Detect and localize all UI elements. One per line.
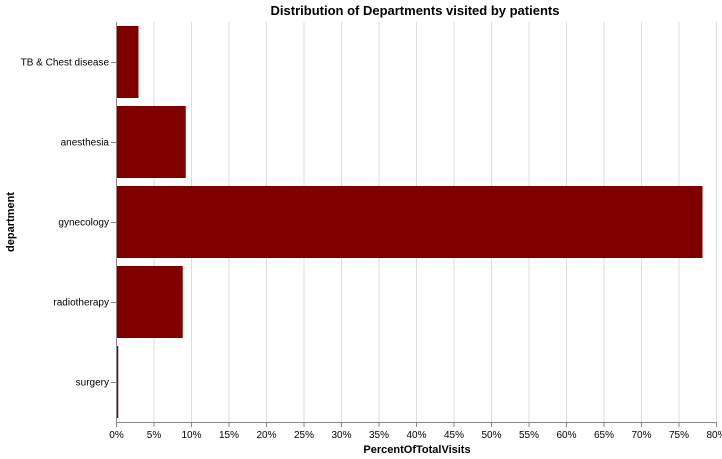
x-tick-label: 15%: [219, 430, 239, 441]
y-tick-label: anesthesia: [61, 138, 110, 149]
x-tick-label: 20%: [256, 430, 276, 441]
x-tick-label: 30%: [331, 430, 351, 441]
y-tick-label: surgery: [76, 378, 109, 389]
x-tick-label: 60%: [556, 430, 576, 441]
y-tick-label: radiotherapy: [53, 298, 109, 309]
bar-gynecology: [116, 186, 703, 258]
y-axis-title: department: [5, 192, 17, 252]
y-tick-label: gynecology: [58, 218, 109, 229]
x-axis: 0% 5% 10% 15% 20% 25% 30% 35% 40% 45% 50% 55% 60% 65%…: [109, 422, 722, 441]
x-tick-label: 70%: [631, 430, 651, 441]
x-tick-label: 45%: [444, 430, 464, 441]
y-axis: TB & Chest disease anesthesia gynecology ra…: [21, 22, 117, 422]
x-tick-label: 50%: [481, 430, 501, 441]
x-tick-label: 10%: [181, 430, 201, 441]
y-tick-label: TB & Chest disease: [21, 58, 110, 69]
bar-anesthesia: [116, 106, 186, 178]
x-tick-label: 5%: [147, 430, 162, 441]
x-tick-label: 25%: [294, 430, 314, 441]
x-tick-label: 65%: [594, 430, 614, 441]
chart-title: Distribution of Departments visited by p…: [271, 3, 560, 18]
x-tick-label: 55%: [519, 430, 539, 441]
x-tick-label: 75%: [669, 430, 689, 441]
x-tick-label: 0%: [109, 430, 124, 441]
x-axis-title: PercentOfTotalVisits: [363, 444, 470, 456]
x-tick-label: 40%: [406, 430, 426, 441]
bar-surgery: [116, 346, 119, 418]
bar-tb-chest-disease: [116, 26, 139, 98]
bar-radiotherapy: [116, 266, 183, 338]
x-tick-label: 35%: [369, 430, 389, 441]
x-tick-label: 80%: [706, 430, 722, 441]
bars: [116, 26, 703, 418]
